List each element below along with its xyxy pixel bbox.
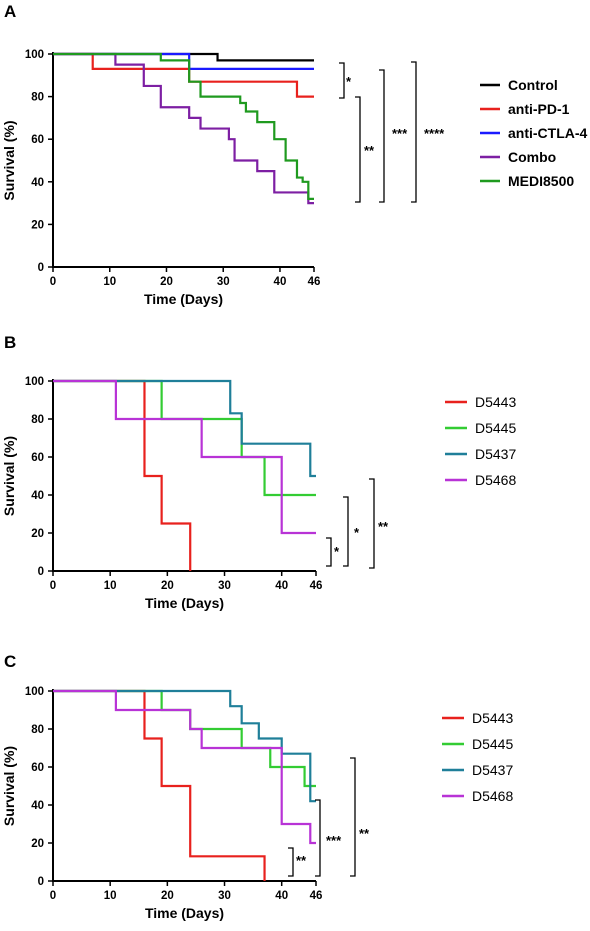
x-tick-label: 10 (104, 890, 117, 902)
y-tick-label: 60 (31, 762, 44, 774)
significance-label: *** (326, 833, 342, 848)
significance-label: ** (359, 826, 370, 841)
x-tick-label: 10 (103, 276, 116, 288)
panel-label: C (4, 652, 16, 671)
x-tick-label: 0 (50, 580, 56, 592)
x-tick-label: 30 (218, 890, 231, 902)
significance-label: **** (424, 126, 445, 141)
y-axis-label: Survival (%) (1, 120, 17, 200)
legend-entry: anti-CTLA-4 (508, 125, 588, 141)
series-line-d5443 (53, 379, 192, 571)
legend-entry: D5443 (475, 394, 516, 410)
panel-b: B 0 20 40 60 80 100 0 10 20 30 40 46 Time (Days) Survi… (1, 333, 516, 611)
legend-entry: MEDI8500 (508, 173, 574, 189)
legend-entry: D5445 (475, 420, 516, 436)
significance-label: *** (392, 126, 408, 141)
x-tick-label: 20 (161, 580, 174, 592)
series-line-d5445 (53, 689, 316, 788)
x-tick-label: 30 (217, 276, 230, 288)
x-tick-label: 40 (275, 580, 288, 592)
panel-label: B (4, 333, 16, 352)
series-line-d5445 (53, 379, 316, 497)
y-axis-label: Survival (%) (1, 746, 17, 826)
significance-bracket (339, 62, 345, 99)
series-line-d5468 (53, 379, 316, 535)
x-tick-label: 40 (275, 890, 288, 902)
x-tick-label: 40 (274, 276, 287, 288)
y-tick-label: 0 (38, 876, 44, 888)
y-tick-label: 40 (31, 490, 44, 502)
y-tick-label: 80 (31, 414, 44, 426)
x-tick-label: 20 (160, 276, 173, 288)
panel-a: A 0 20 40 60 80 100 0 10 20 30 40 46 Time (Days) Survi… (1, 2, 588, 307)
significance-label: * (346, 74, 352, 89)
x-tick-label: 46 (310, 580, 323, 592)
y-tick-label: 100 (25, 686, 44, 698)
significance-bracket (411, 61, 417, 203)
x-tick-label: 0 (50, 276, 56, 288)
series-line-d5437 (53, 379, 316, 478)
significance-label: ** (364, 143, 375, 158)
significance-label: ** (378, 519, 389, 534)
y-tick-label: 40 (31, 177, 44, 189)
legend-entry: Combo (508, 149, 556, 165)
x-axis-label: Time (Days) (144, 291, 223, 307)
significance-bracket (343, 496, 349, 567)
legend-entry: D5437 (475, 446, 516, 462)
legend-entry: D5437 (472, 762, 513, 778)
significance-bracket (350, 757, 356, 877)
series-line-combo (53, 52, 314, 205)
significance-bracket (369, 478, 375, 569)
y-tick-label: 20 (31, 528, 44, 540)
significance-bracket (288, 847, 294, 877)
panel-label: A (4, 2, 16, 21)
x-axis-label: Time (Days) (145, 595, 224, 611)
series-line-medi8500 (53, 52, 314, 200)
x-tick-label: 10 (104, 580, 117, 592)
significance-bracket (326, 537, 332, 567)
significance-bracket (315, 799, 321, 877)
significance-bracket (355, 96, 361, 203)
axes (52, 52, 314, 268)
y-tick-label: 20 (31, 219, 44, 231)
x-tick-label: 0 (50, 890, 56, 902)
y-tick-label: 100 (25, 49, 44, 61)
legend-entry: anti-PD-1 (508, 101, 570, 117)
significance-label: * (334, 544, 340, 559)
legend-entry: D5443 (472, 710, 513, 726)
legend-entry: D5445 (472, 736, 513, 752)
series-line-d5468 (53, 689, 316, 845)
x-axis-label: Time (Days) (145, 905, 224, 921)
y-tick-label: 0 (38, 262, 44, 274)
series-line-d5443 (53, 689, 266, 881)
y-tick-label: 80 (31, 92, 44, 104)
y-axis-label: Survival (%) (1, 436, 17, 516)
significance-bracket (379, 69, 385, 203)
x-tick-label: 30 (218, 580, 231, 592)
x-tick-label: 46 (310, 890, 323, 902)
panel-c: C 0 20 40 60 80 100 0 10 20 30 40 46 Time (Days) Survi… (1, 652, 513, 921)
y-tick-label: 80 (31, 724, 44, 736)
y-tick-label: 40 (31, 800, 44, 812)
y-tick-label: 60 (31, 134, 44, 146)
y-tick-label: 100 (25, 376, 44, 388)
significance-label: ** (296, 853, 307, 868)
legend-entry: D5468 (475, 472, 516, 488)
legend-entry: D5468 (472, 788, 513, 804)
y-tick-label: 20 (31, 838, 44, 850)
significance-label: * (354, 525, 360, 540)
y-tick-label: 0 (38, 566, 44, 578)
x-tick-label: 46 (308, 276, 321, 288)
axes (52, 379, 316, 572)
y-tick-label: 60 (31, 452, 44, 464)
legend-entry: Control (508, 77, 558, 93)
series-line-d5437 (53, 689, 316, 803)
x-tick-label: 20 (161, 890, 174, 902)
